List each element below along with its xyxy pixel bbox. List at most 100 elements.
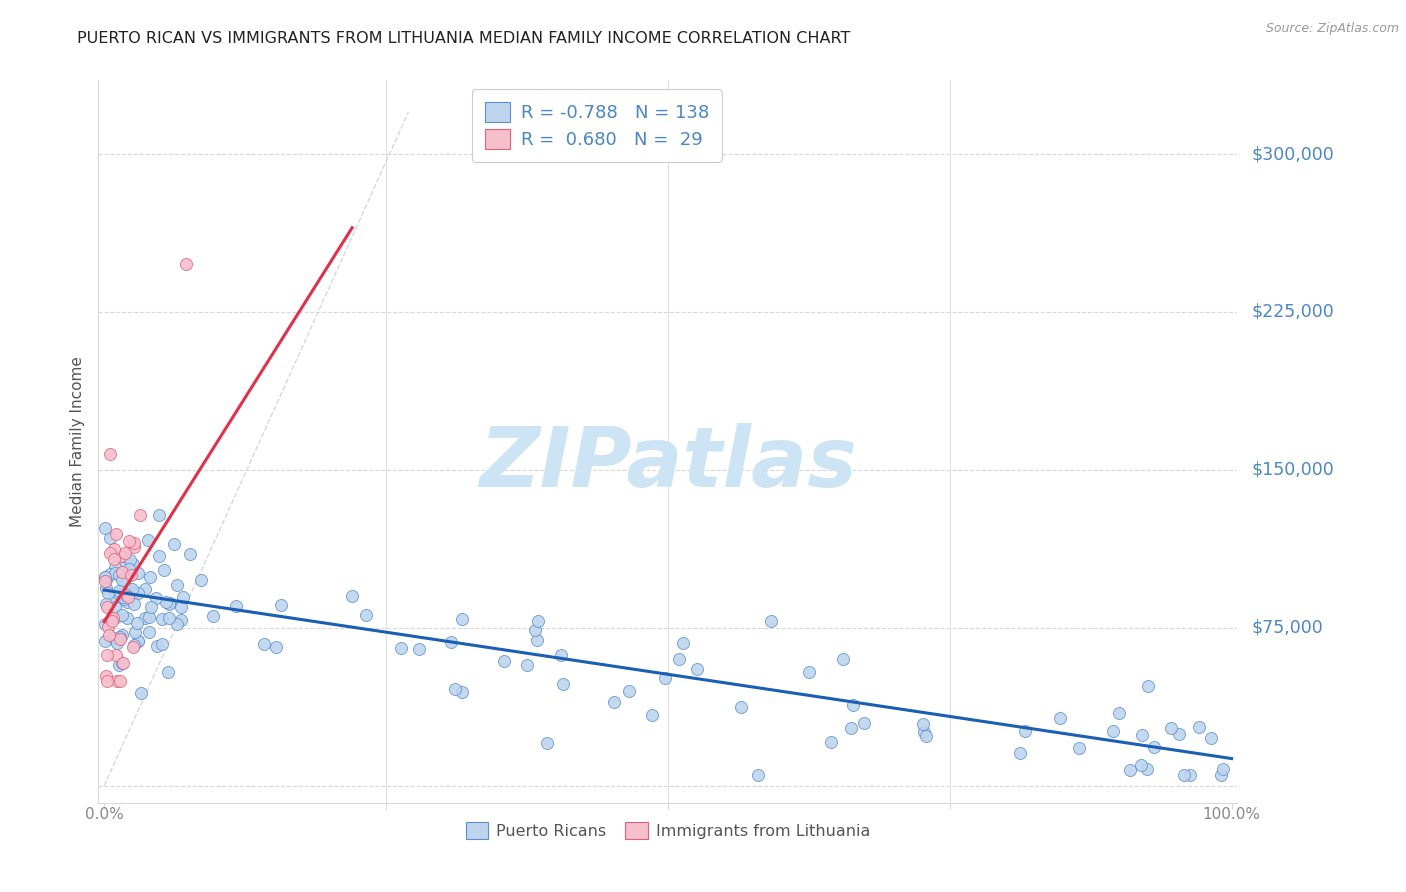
Point <box>832 652 855 666</box>
Point <box>94 597 117 611</box>
Point <box>97 620 120 634</box>
Point <box>145 591 167 606</box>
Point <box>112 549 135 563</box>
Point <box>190 573 212 587</box>
Point <box>112 575 135 590</box>
Point <box>96 600 118 615</box>
Point <box>527 614 550 628</box>
Point <box>201 609 224 624</box>
Point <box>1173 768 1195 782</box>
Point <box>1188 720 1211 734</box>
Point <box>134 582 156 596</box>
Point <box>108 568 131 582</box>
Point <box>1209 768 1232 782</box>
Point <box>1119 763 1142 777</box>
Point <box>440 634 463 648</box>
Point <box>103 631 125 645</box>
Point <box>122 540 145 554</box>
Point <box>117 590 139 604</box>
Point <box>122 638 145 652</box>
Point <box>103 551 125 566</box>
Point <box>114 579 136 593</box>
Point <box>98 567 121 582</box>
Point <box>122 640 145 655</box>
Point <box>115 595 138 609</box>
Point <box>166 578 188 592</box>
Legend: Puerto Ricans, Immigrants from Lithuania: Puerto Ricans, Immigrants from Lithuania <box>460 816 876 846</box>
Point <box>176 256 198 270</box>
Point <box>111 628 134 642</box>
Point <box>146 639 169 653</box>
Point <box>108 657 131 672</box>
Point <box>127 566 149 581</box>
Y-axis label: Median Family Income: Median Family Income <box>70 356 86 527</box>
Point <box>516 658 538 673</box>
Point <box>1108 706 1130 720</box>
Point <box>136 533 159 548</box>
Point <box>1008 746 1031 760</box>
Point <box>820 735 842 749</box>
Point <box>94 668 117 682</box>
Point <box>105 673 128 688</box>
Point <box>1137 679 1160 693</box>
Point <box>1130 728 1153 742</box>
Point <box>127 633 149 648</box>
Point <box>170 600 193 615</box>
Point <box>94 570 117 584</box>
Text: $300,000: $300,000 <box>1251 145 1334 163</box>
Point <box>120 553 142 567</box>
Point <box>118 533 141 548</box>
Point <box>1201 731 1223 745</box>
Point <box>852 715 875 730</box>
Text: $150,000: $150,000 <box>1251 461 1334 479</box>
Point <box>105 609 128 624</box>
Point <box>159 596 181 610</box>
Point <box>94 616 117 631</box>
Point <box>408 642 430 657</box>
Point <box>98 447 121 461</box>
Point <box>138 625 160 640</box>
Point <box>111 590 134 604</box>
Point <box>104 599 127 614</box>
Point <box>641 707 664 722</box>
Point <box>115 588 138 602</box>
Point <box>96 673 118 688</box>
Point <box>1143 740 1166 755</box>
Point <box>134 611 156 625</box>
Point <box>111 565 134 579</box>
Point <box>450 612 472 626</box>
Point <box>340 589 363 603</box>
Point <box>170 613 193 627</box>
Text: $75,000: $75,000 <box>1251 619 1323 637</box>
Point <box>270 599 292 613</box>
Point <box>492 654 515 668</box>
Point <box>1167 727 1189 741</box>
Point <box>1160 721 1182 735</box>
Point <box>912 716 935 731</box>
Point <box>172 591 194 605</box>
Point <box>155 595 177 609</box>
Point <box>105 527 128 541</box>
Point <box>94 574 117 589</box>
Point <box>108 630 131 644</box>
Point <box>129 686 152 700</box>
Point <box>450 685 472 699</box>
Point <box>550 648 572 663</box>
Point <box>105 648 128 662</box>
Point <box>111 573 134 587</box>
Point <box>1069 741 1091 756</box>
Point <box>1136 762 1159 776</box>
Point <box>108 632 131 646</box>
Point <box>107 584 129 599</box>
Point <box>139 570 162 584</box>
Point <box>111 607 134 622</box>
Text: $225,000: $225,000 <box>1251 303 1334 321</box>
Point <box>103 541 125 556</box>
Point <box>672 636 695 650</box>
Text: ZIPatlas: ZIPatlas <box>479 423 856 504</box>
Point <box>150 612 173 626</box>
Point <box>118 562 141 576</box>
Point <box>148 549 170 563</box>
Point <box>110 549 132 563</box>
Point <box>127 633 149 648</box>
